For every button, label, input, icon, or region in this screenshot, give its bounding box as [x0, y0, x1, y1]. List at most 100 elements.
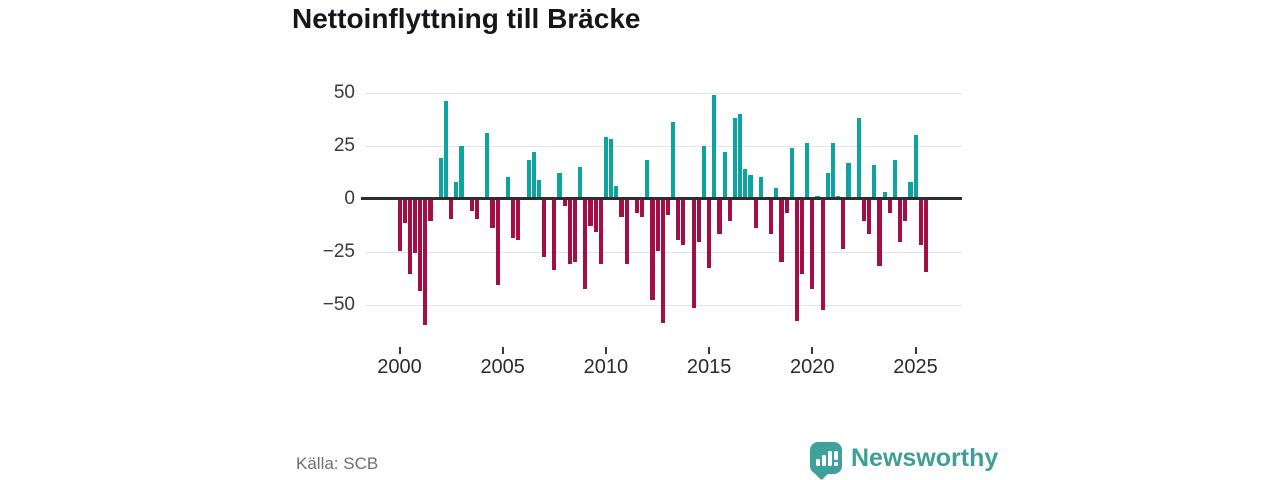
bar: [588, 200, 593, 226]
bar: [650, 200, 655, 300]
bar: [722, 151, 727, 199]
bar: [552, 200, 557, 271]
bar: [769, 200, 774, 234]
bar: [443, 101, 449, 199]
bar: [562, 200, 567, 207]
bar: [923, 200, 928, 273]
x-axis-tick: [708, 347, 711, 354]
bar: [892, 160, 898, 199]
newsworthy-logo: Newsworthy: [810, 442, 998, 474]
bar: [898, 200, 903, 243]
bar: [743, 168, 748, 199]
bar: [583, 200, 588, 290]
brand-name: Newsworthy: [851, 443, 999, 472]
x-axis-tick: [914, 347, 917, 354]
y-axis-label: 25: [333, 134, 355, 156]
bar: [505, 177, 511, 199]
bar: [449, 200, 454, 220]
bar: [861, 200, 867, 222]
bar: [712, 94, 717, 199]
bar: [536, 179, 541, 199]
logo-minibar-icon: [816, 459, 820, 466]
bar: [531, 151, 536, 199]
bar: [407, 200, 412, 275]
source-label: Källa: SCB: [296, 454, 379, 473]
bar: [738, 113, 743, 199]
gridline: [365, 145, 962, 147]
bar: [681, 200, 686, 245]
bar: [691, 200, 696, 309]
bar: [774, 188, 779, 199]
bar: [640, 200, 645, 218]
y-axis-label: −25: [322, 240, 355, 262]
bar: [511, 200, 516, 239]
bar: [516, 200, 521, 241]
x-axis-label: 2010: [583, 356, 629, 378]
bar: [495, 200, 500, 285]
bar: [459, 145, 464, 199]
bar: [908, 181, 913, 199]
bar: [820, 200, 825, 311]
bar: [490, 200, 495, 228]
bar: [609, 139, 614, 199]
bar: [572, 200, 578, 262]
bar: [670, 122, 676, 199]
bar: [779, 200, 784, 262]
bar: [903, 200, 908, 222]
bar: [578, 166, 583, 199]
bar: [913, 135, 918, 199]
bar: [665, 200, 670, 215]
bar: [402, 200, 407, 224]
newsworthy-bubble-chart-icon: [810, 442, 842, 474]
bar: [412, 200, 418, 254]
bar: [701, 145, 707, 199]
bar: [660, 200, 665, 324]
y-axis-label: 50: [333, 81, 355, 103]
bar: [717, 200, 722, 234]
zero-axis-line: [361, 197, 962, 201]
bar: [438, 158, 443, 199]
x-axis-tick: [811, 347, 814, 354]
bar: [541, 200, 547, 258]
bar: [732, 118, 738, 199]
bar: [887, 200, 892, 213]
bar: [696, 200, 701, 243]
bar: [758, 177, 763, 199]
bar: [655, 200, 660, 251]
bar: [474, 200, 480, 220]
x-axis-tick: [604, 347, 607, 354]
bar: [557, 173, 562, 199]
logo-exclamation-dot-icon: [834, 462, 838, 466]
bar: [645, 160, 650, 199]
bar: [397, 200, 402, 251]
bar: [428, 200, 433, 222]
bar: [593, 200, 598, 232]
bar: [619, 200, 624, 218]
bar: [810, 200, 815, 290]
bar: [454, 181, 459, 199]
gridline: [365, 92, 962, 94]
logo-minibar-icon: [828, 451, 832, 466]
bar: [846, 162, 851, 199]
bar: [882, 192, 887, 199]
plot-area: [361, 80, 962, 350]
bar: [841, 200, 846, 249]
x-axis-tick: [398, 347, 401, 354]
bar: [598, 200, 603, 264]
bar: [727, 200, 732, 222]
bar: [567, 200, 572, 264]
bar: [867, 200, 872, 234]
bar: [877, 200, 882, 266]
bar: [485, 132, 490, 199]
x-axis-label: 2015: [686, 356, 732, 378]
bar: [753, 200, 758, 228]
bar: [423, 200, 428, 326]
y-axis-label: −50: [322, 293, 355, 315]
bar: [805, 143, 810, 199]
bar: [830, 143, 836, 199]
bar: [707, 200, 712, 268]
logo-minibar-icon: [822, 455, 826, 466]
bar: [856, 118, 861, 199]
bar: [799, 200, 805, 275]
